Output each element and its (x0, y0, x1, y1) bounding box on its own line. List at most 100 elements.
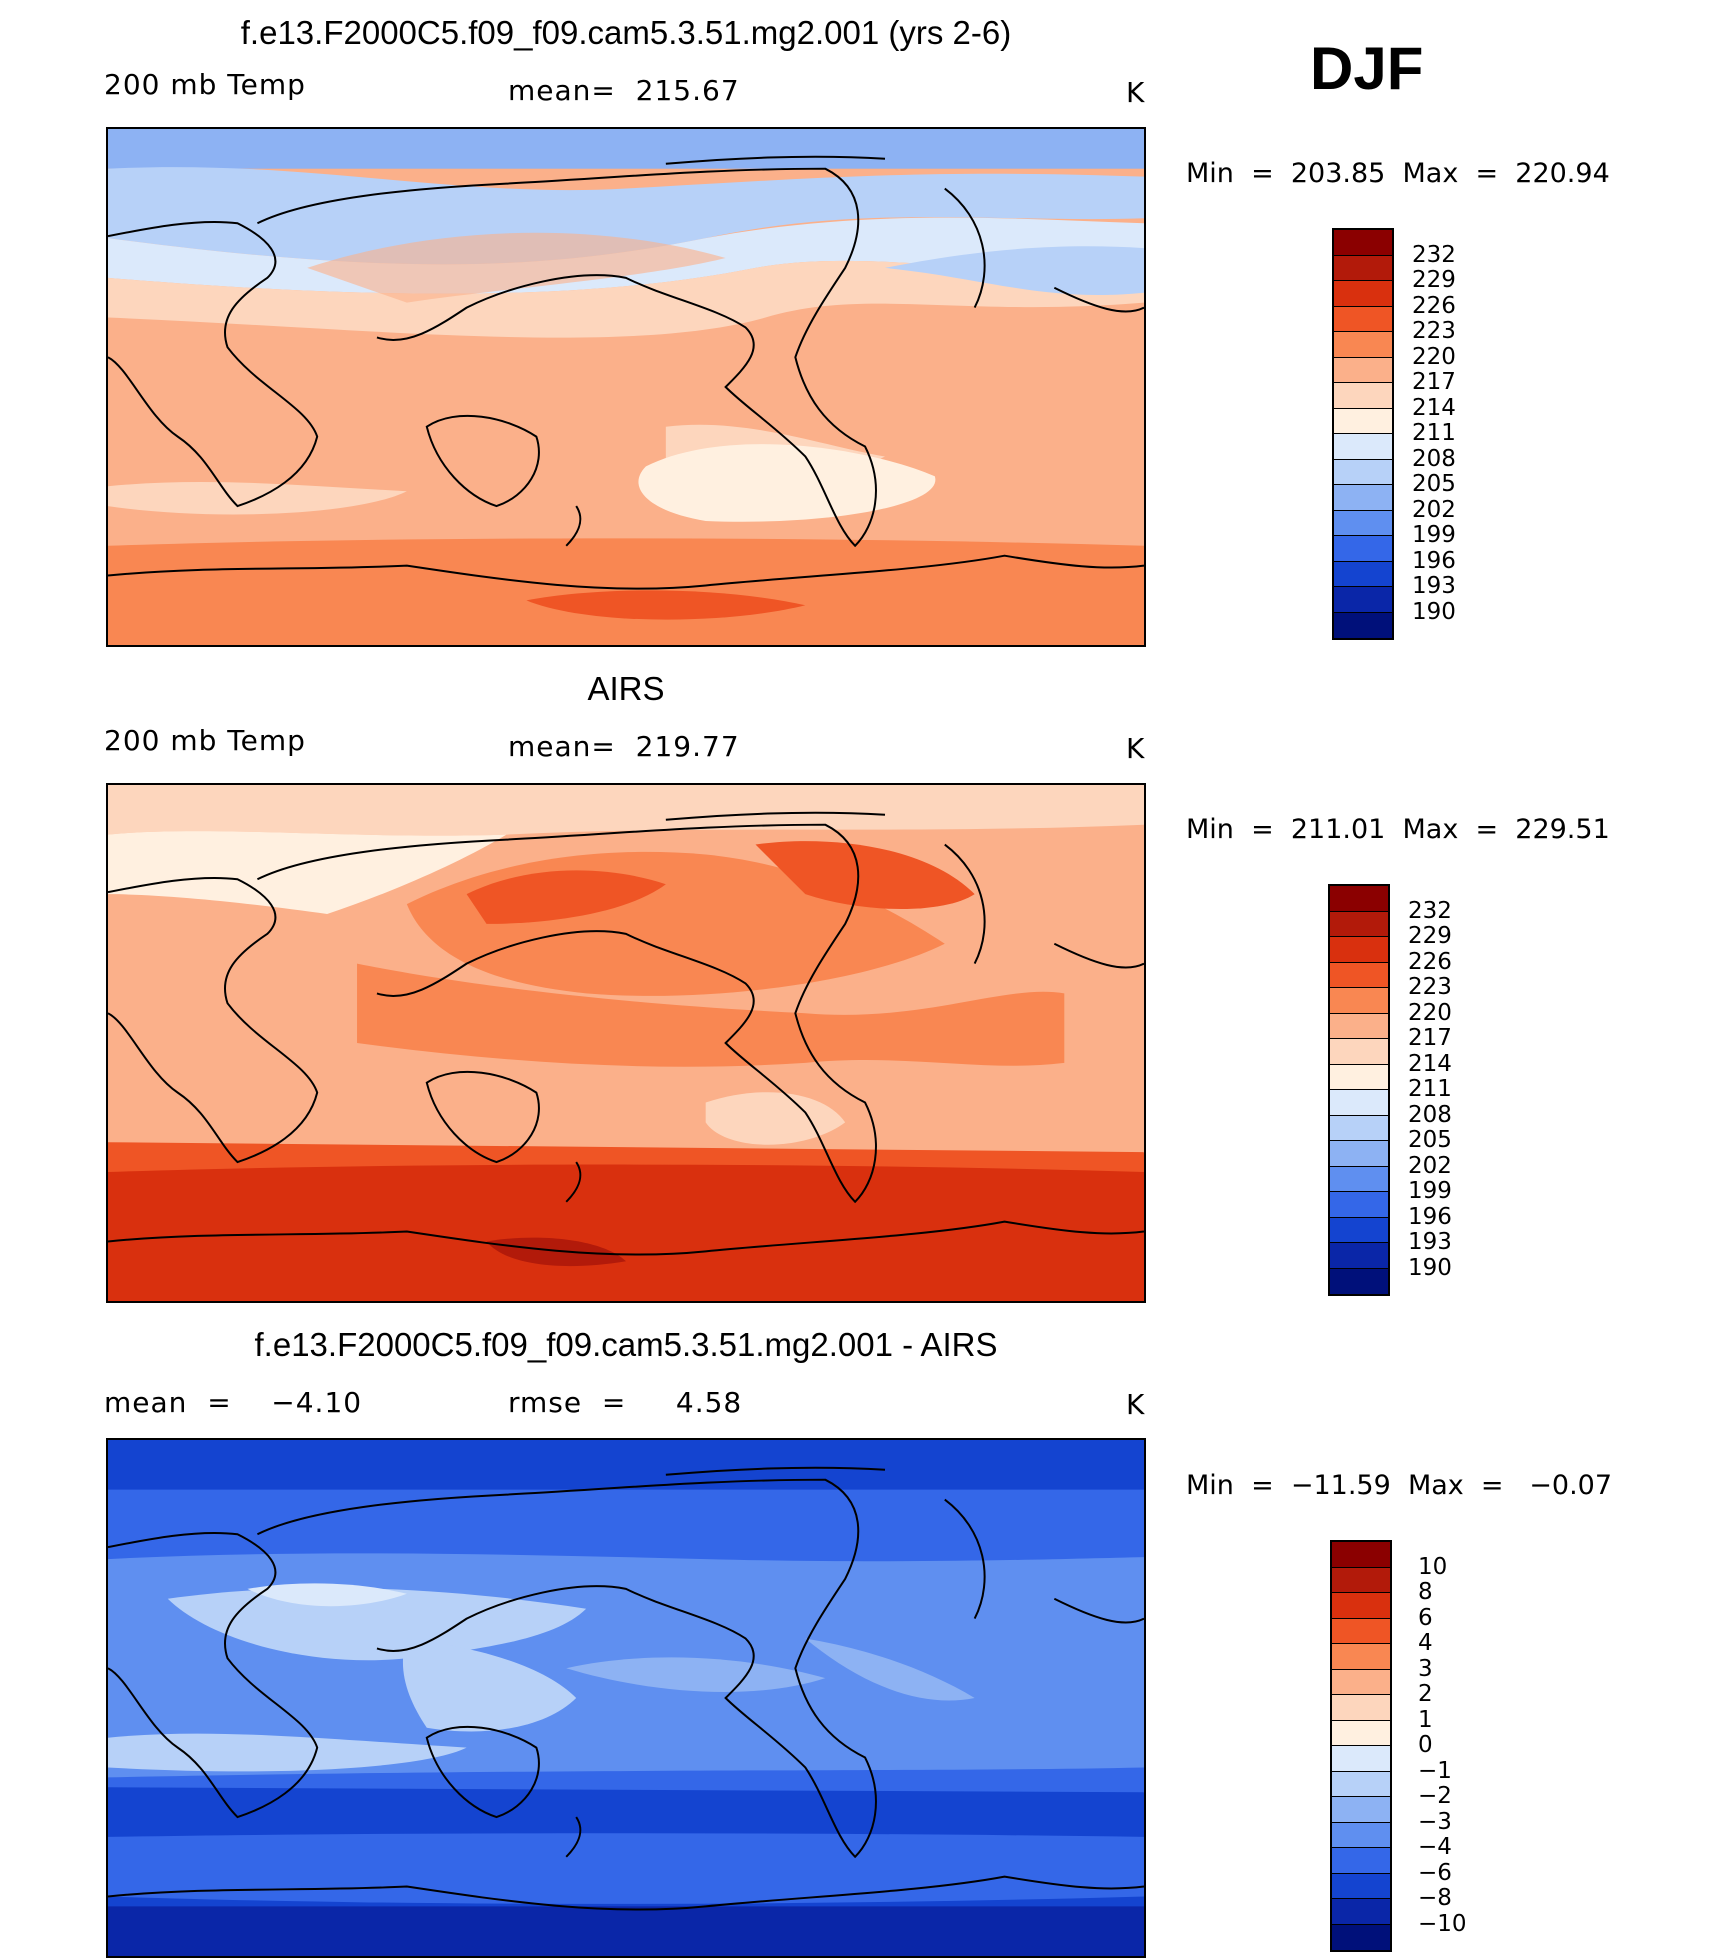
panel3-mean-label: mean = −4.10 (104, 1386, 363, 1419)
colorbar-segment (1334, 408, 1392, 434)
colorbar-segment (1330, 1039, 1388, 1065)
colorbar-segment (1330, 1166, 1388, 1192)
colorbar-segment (1330, 962, 1388, 988)
colorbar-tick-label: 214 (1412, 394, 1456, 421)
colorbar-segment (1330, 1217, 1388, 1243)
colorbar-tick-label: −3 (1418, 1808, 1452, 1835)
colorbar-segment (1334, 332, 1392, 358)
colorbar-tick-label: 223 (1412, 318, 1456, 344)
colorbar-segment (1330, 1141, 1388, 1167)
colorbar-segment (1334, 612, 1392, 638)
colorbar-tick-label: 211 (1408, 1076, 1452, 1102)
colorbar-segment (1330, 988, 1388, 1014)
colorbar-segment (1334, 536, 1392, 562)
colorbar-segment (1330, 1013, 1388, 1039)
colorbar-tick-label: 8 (1418, 1579, 1433, 1605)
season-label: DJF (1310, 35, 1424, 102)
colorbar-segment (1334, 357, 1392, 383)
colorbar-tick-label: 193 (1412, 573, 1456, 599)
colorbar-segment (1332, 1771, 1390, 1797)
colorbar-segment (1330, 1115, 1388, 1141)
panel3-map (106, 1438, 1146, 1958)
colorbar-segment (1330, 1192, 1388, 1218)
panel1-colorbar (1332, 228, 1394, 640)
colorbar-segment (1332, 1848, 1390, 1874)
colorbar-tick-label: 202 (1412, 496, 1456, 523)
colorbar-segment (1334, 281, 1392, 307)
colorbar-tick-label: 217 (1408, 1025, 1452, 1051)
colorbar-tick-label: 199 (1408, 1178, 1452, 1204)
colorbar-segment (1334, 587, 1392, 613)
colorbar-segment (1334, 306, 1392, 332)
panel3-rmse-label: rmse = 4.58 (508, 1386, 743, 1419)
colorbar-tick-label: 6 (1418, 1604, 1433, 1631)
colorbar-segment (1332, 1746, 1390, 1772)
colorbar-tick-label: 190 (1408, 1254, 1452, 1281)
colorbar-segment (1334, 383, 1392, 409)
panel1-minmax: Min = 203.85 Max = 220.94 (1186, 158, 1610, 189)
colorbar-tick-label: 2 (1418, 1681, 1433, 1707)
colorbar-tick-label: 220 (1412, 343, 1456, 370)
colorbar-tick-label: 217 (1412, 369, 1456, 395)
colorbar-segment (1332, 1593, 1390, 1619)
colorbar-segment (1330, 1243, 1388, 1269)
panel1-units-label: K (1126, 76, 1146, 109)
colorbar-tick-label: 223 (1408, 974, 1452, 1000)
panel3-title: f.e13.F2000C5.f09_f09.cam5.3.51.mg2.001 … (254, 1326, 998, 1363)
colorbar-tick-label: 211 (1412, 420, 1456, 446)
panel2-mean-label: mean= 219.77 (508, 730, 740, 763)
colorbar-segment (1332, 1669, 1390, 1695)
colorbar-tick-label: 226 (1412, 292, 1456, 319)
colorbar-tick-label: −10 (1418, 1910, 1467, 1937)
colorbar-tick-label: 196 (1412, 547, 1456, 574)
colorbar-segment (1334, 434, 1392, 460)
colorbar-segment (1330, 911, 1388, 937)
panel1-title: f.e13.F2000C5.f09_f09.cam5.3.51.mg2.001 … (240, 14, 1012, 51)
panel1-mean-label: mean= 215.67 (508, 74, 740, 107)
panel2-units-label: K (1126, 732, 1146, 765)
colorbar-tick-label: 232 (1408, 897, 1452, 924)
panel2-variable-label: 200 mb Temp (104, 724, 306, 757)
colorbar-tick-label: −2 (1418, 1783, 1452, 1809)
colorbar-segment (1332, 1542, 1390, 1568)
colorbar-segment (1332, 1873, 1390, 1899)
colorbar-tick-label: 202 (1408, 1152, 1452, 1179)
colorbar-tick-label: 226 (1408, 948, 1452, 975)
panel1-map (106, 127, 1146, 647)
panel2-minmax: Min = 211.01 Max = 229.51 (1186, 814, 1610, 845)
colorbar-tick-label: 220 (1408, 999, 1452, 1026)
colorbar-segment (1334, 255, 1392, 281)
colorbar-tick-label: 10 (1418, 1553, 1448, 1580)
panel1-variable-label: 200 mb Temp (104, 68, 306, 101)
colorbar-tick-label: 0 (1418, 1732, 1433, 1758)
colorbar-tick-label: 190 (1412, 598, 1456, 625)
colorbar-segment (1330, 1090, 1388, 1116)
colorbar-tick-label: 205 (1412, 471, 1456, 497)
colorbar-segment (1330, 1064, 1388, 1090)
colorbar-segment (1332, 1822, 1390, 1848)
colorbar-tick-label: 193 (1408, 1229, 1452, 1255)
colorbar-segment (1332, 1924, 1390, 1950)
colorbar-tick-label: −6 (1418, 1859, 1452, 1886)
colorbar-tick-label: 199 (1412, 522, 1456, 548)
panel2-title: AIRS (587, 670, 665, 707)
colorbar-tick-label: 229 (1412, 267, 1456, 293)
colorbar-segment (1334, 561, 1392, 587)
colorbar-tick-label: 3 (1418, 1655, 1433, 1682)
colorbar-segment (1330, 886, 1388, 912)
colorbar-tick-label: −8 (1418, 1885, 1452, 1911)
colorbar-tick-label: 232 (1412, 241, 1456, 268)
colorbar-tick-label: 1 (1418, 1706, 1433, 1733)
colorbar-segment (1332, 1567, 1390, 1593)
colorbar-segment (1332, 1618, 1390, 1644)
colorbar-segment (1332, 1899, 1390, 1925)
colorbar-segment (1332, 1695, 1390, 1721)
colorbar-tick-label: −1 (1418, 1757, 1452, 1784)
panel3-colorbar (1330, 1540, 1392, 1952)
colorbar-tick-label: 196 (1408, 1203, 1452, 1230)
colorbar-segment (1332, 1720, 1390, 1746)
colorbar-segment (1334, 485, 1392, 511)
colorbar-tick-label: 4 (1418, 1630, 1433, 1656)
panel3-minmax: Min = −11.59 Max = −0.07 (1186, 1470, 1613, 1501)
colorbar-tick-label: 208 (1412, 445, 1456, 472)
